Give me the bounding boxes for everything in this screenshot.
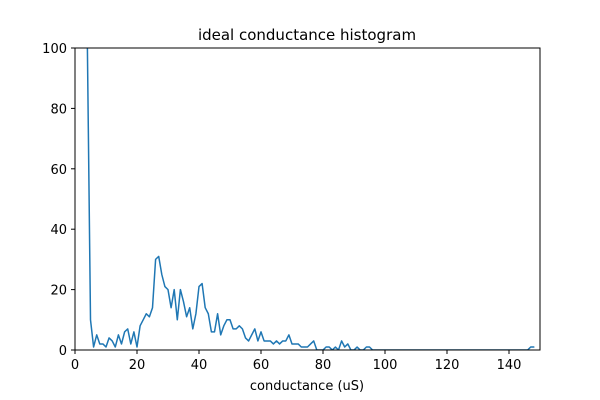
y-tick-label: 60 [50,163,67,178]
y-tick-label: 100 [42,42,67,57]
series-line-0 [86,48,535,350]
y-tick-label: 40 [50,223,67,238]
x-axis-ticks: 0 20 40 60 80 100 120 140 [71,350,522,373]
plot-area [86,48,535,350]
y-axis-ticks: 0 20 40 60 80 100 [42,42,75,359]
x-tick-label: 40 [191,358,208,373]
y-tick-label: 80 [50,102,67,117]
x-tick-label: 20 [129,358,146,373]
x-tick-label: 80 [315,358,332,373]
axes-frame [74,47,541,351]
y-tick-label: 20 [50,284,67,299]
chart-title: ideal conductance histogram [198,26,416,44]
x-tick-label: 0 [71,358,79,373]
y-tick-label: 0 [59,344,67,359]
x-axis-label: conductance (uS) [250,379,364,394]
x-tick-label: 100 [373,358,398,373]
x-tick-label: 120 [435,358,460,373]
x-tick-label: 140 [497,358,522,373]
x-tick-label: 60 [253,358,270,373]
